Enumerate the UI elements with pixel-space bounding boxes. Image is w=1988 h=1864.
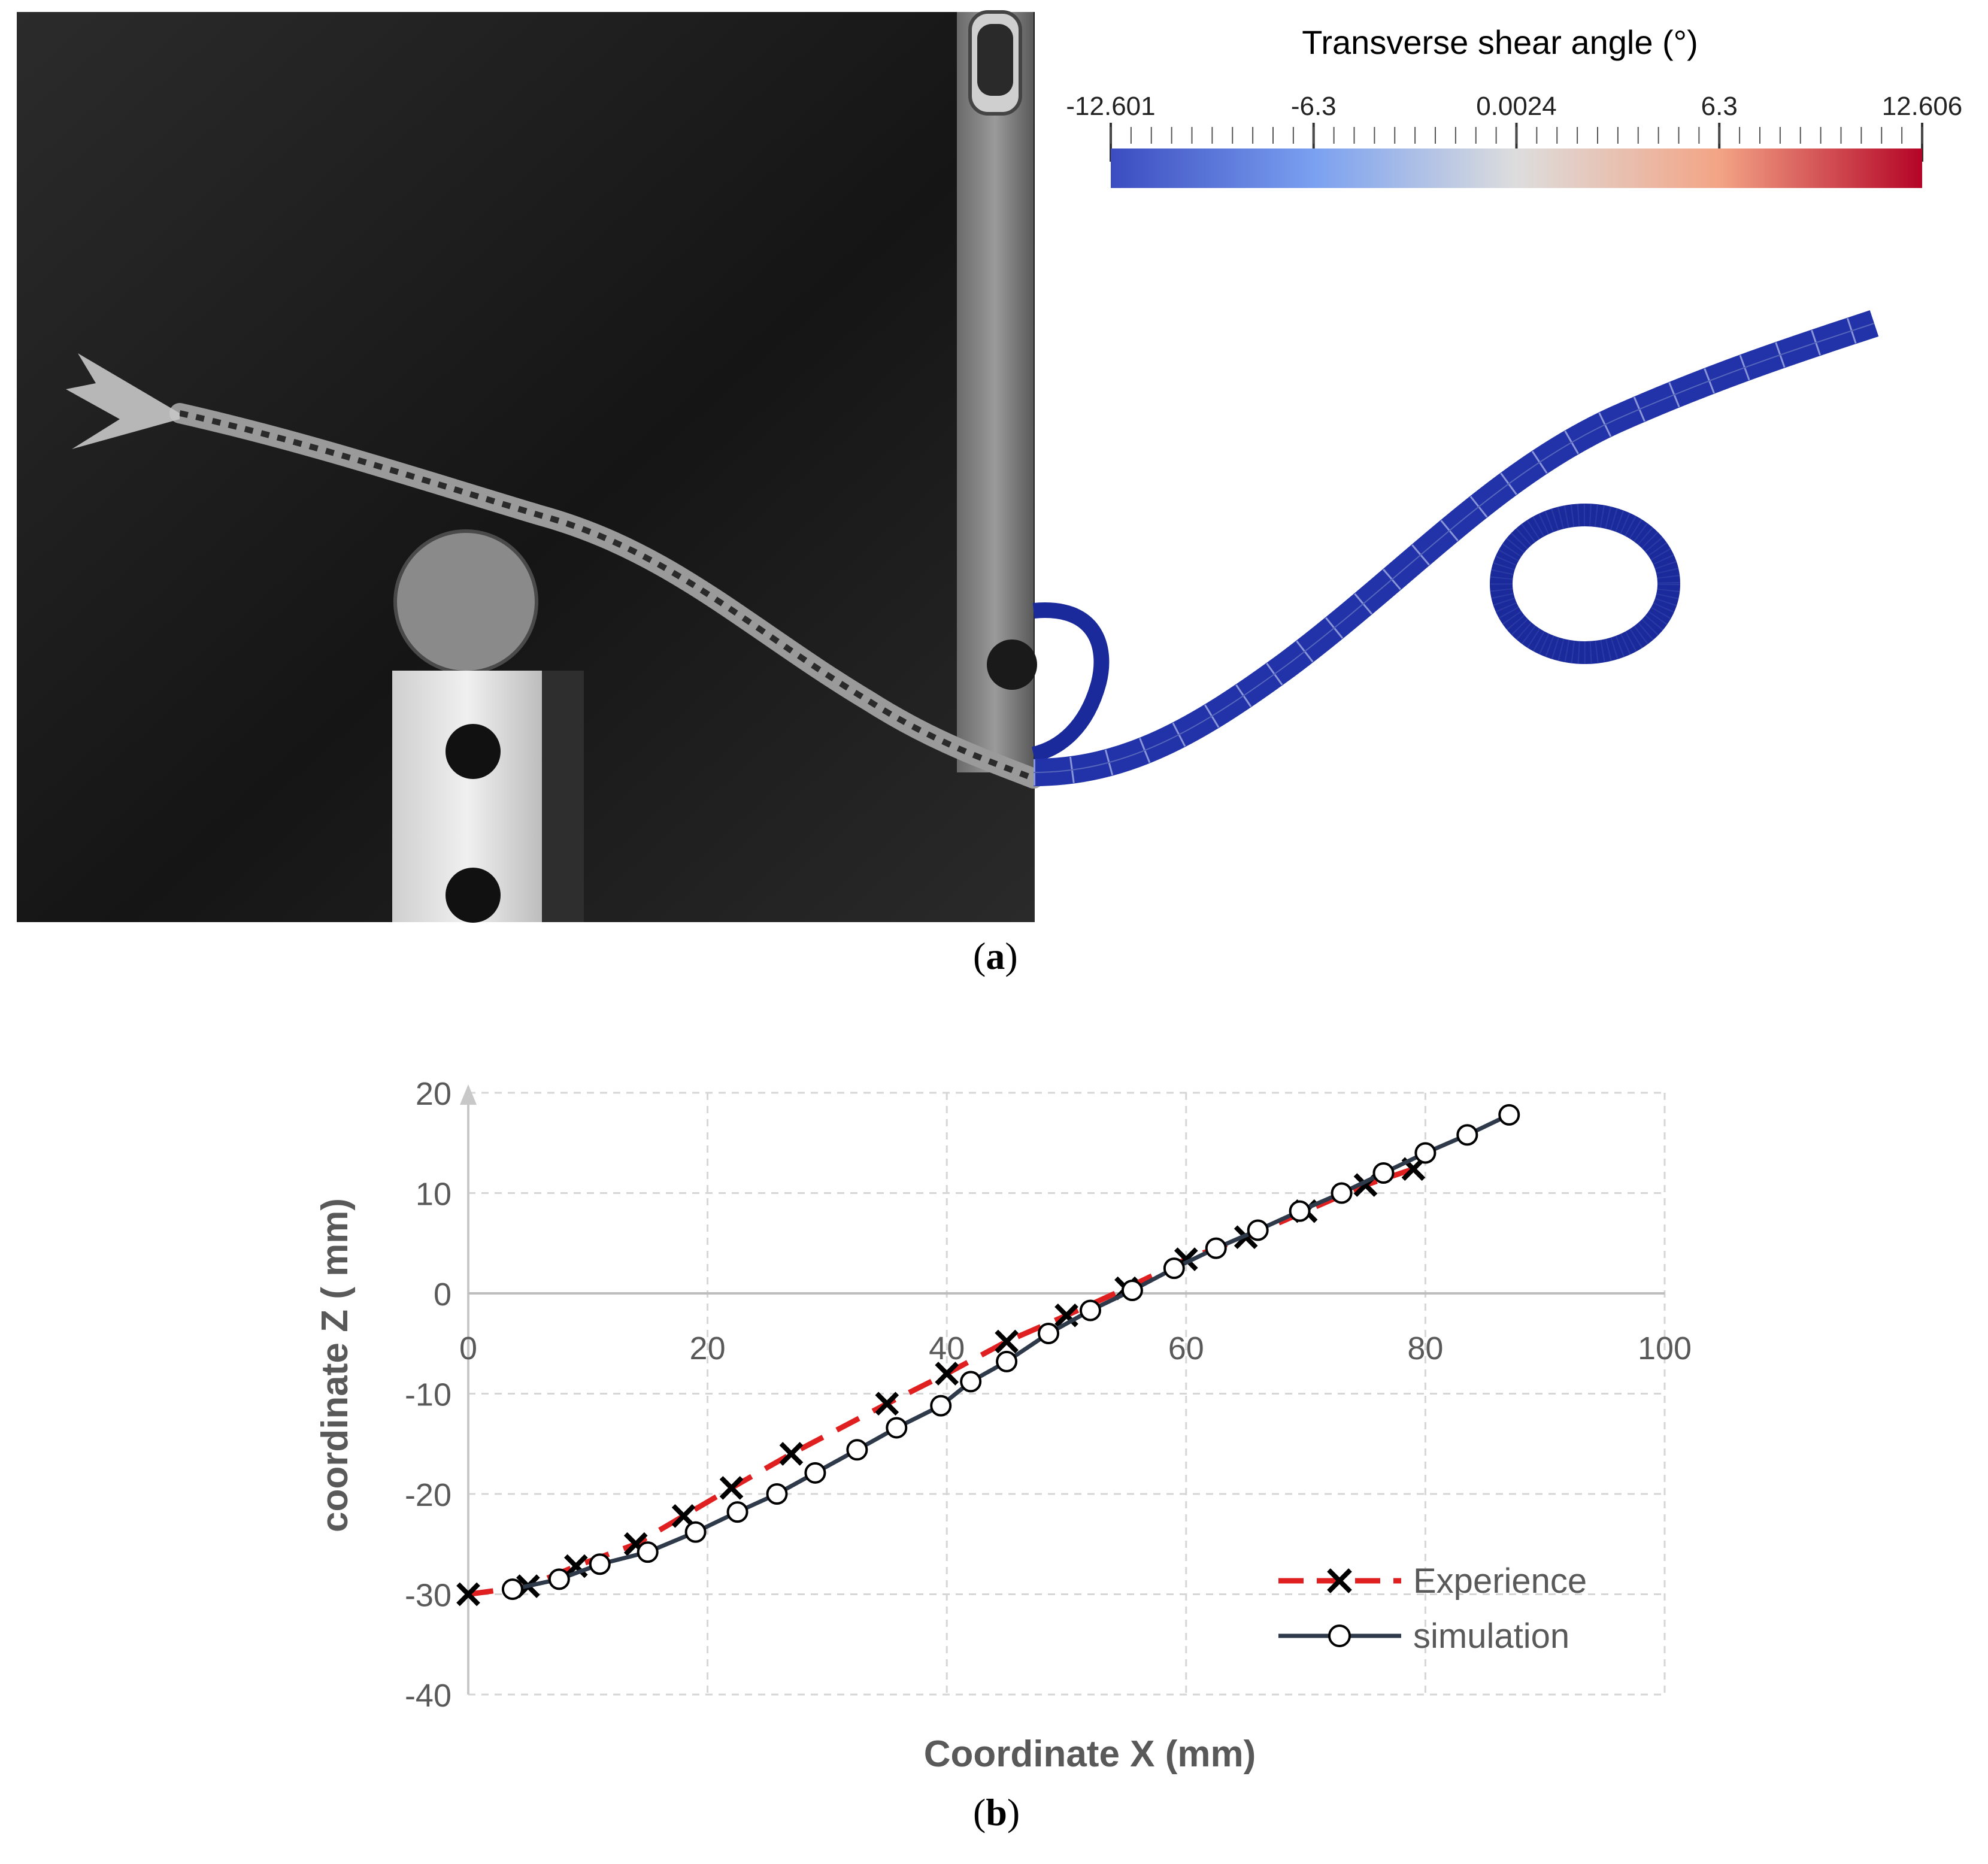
data-point-circle xyxy=(1079,1299,1101,1322)
y-axis-arrow xyxy=(460,1084,477,1105)
y-tick-label: -20 xyxy=(405,1477,451,1513)
legend: Experience simulation xyxy=(1278,1562,1587,1656)
y-tick-label: -40 xyxy=(405,1678,451,1714)
x-tick-label: 40 xyxy=(929,1330,965,1366)
data-point-circle xyxy=(1121,1279,1143,1301)
data-point-circle xyxy=(501,1578,523,1601)
data-point-circle xyxy=(1328,1624,1351,1647)
data-point-circle xyxy=(1331,1182,1353,1204)
series-simulation xyxy=(501,1104,1520,1601)
data-point-x xyxy=(1327,1568,1352,1593)
legend-item: Experience xyxy=(1278,1562,1587,1601)
y-tick-label: 10 xyxy=(416,1177,451,1213)
series xyxy=(456,1104,1520,1607)
data-point-circle xyxy=(1038,1323,1060,1344)
colorbar: Transverse shear angle (°) -12.601 -6.3 0.… xyxy=(1066,23,1962,188)
colorbar-tick-label: 12.606 xyxy=(1882,92,1963,121)
legend-item: simulation xyxy=(1278,1617,1569,1656)
data-point-circle xyxy=(1289,1200,1311,1222)
data-point-circle xyxy=(1205,1237,1227,1259)
panel-a: Transverse shear angle (°) -12.601 -6.3 0.… xyxy=(17,10,1962,977)
x-tick-label: 0 xyxy=(459,1330,477,1366)
data-point-x xyxy=(456,1582,480,1607)
panel-b-caption: (b) xyxy=(973,1791,1020,1833)
mesh-strip xyxy=(1033,310,1879,786)
data-point-circle xyxy=(1247,1219,1269,1241)
y-tick-label: 0 xyxy=(434,1277,451,1313)
x-tick-label: 60 xyxy=(1168,1330,1204,1366)
colorbar-title: Transverse shear angle (°) xyxy=(1302,23,1698,61)
colorbar-tick-label: -6.3 xyxy=(1291,92,1337,121)
y-axis-label: coordinate Z ( mm) xyxy=(314,1198,356,1532)
data-point-x xyxy=(779,1442,804,1466)
data-point-circle xyxy=(1498,1104,1520,1126)
panel-a-caption: (a) xyxy=(973,935,1018,977)
data-point-x xyxy=(563,1554,588,1578)
colorbar-gradient xyxy=(1111,148,1922,188)
x-tick-label: 80 xyxy=(1407,1330,1443,1366)
x-tick-label: 20 xyxy=(690,1330,726,1366)
data-point-circle xyxy=(1456,1124,1478,1146)
data-point-circle xyxy=(1414,1142,1437,1164)
colorbar-tick-label: -12.601 xyxy=(1066,92,1155,121)
data-point-circle xyxy=(930,1395,952,1417)
data-point-circle xyxy=(637,1541,659,1563)
data-point-circle xyxy=(726,1501,748,1523)
data-point-circle xyxy=(766,1483,788,1505)
experiment-photo xyxy=(17,10,1044,923)
data-point-x xyxy=(719,1476,744,1500)
panel-a-canvas: Transverse shear angle (°) -12.601 -6.3 0.… xyxy=(17,10,1962,923)
data-point-circle xyxy=(548,1568,570,1590)
mesh-ring xyxy=(1490,504,1680,664)
colorbar-tick-label: 6.3 xyxy=(1701,92,1738,121)
y-tick-label: -10 xyxy=(405,1377,451,1413)
data-point-x xyxy=(875,1392,899,1416)
roller xyxy=(393,529,538,674)
data-point-circle xyxy=(1163,1257,1185,1280)
x-axis-label: Coordinate X (mm) xyxy=(924,1733,1256,1775)
y-tick-label: 20 xyxy=(416,1076,451,1112)
legend-label: Experience xyxy=(1413,1562,1587,1601)
axes xyxy=(460,1084,1665,1695)
data-point-circle xyxy=(846,1439,868,1461)
y-tick-label: -30 xyxy=(405,1578,451,1614)
data-point-circle xyxy=(804,1462,826,1484)
legend-label: simulation xyxy=(1413,1617,1569,1656)
data-point-circle xyxy=(684,1521,707,1543)
x-tick-label: 100 xyxy=(1638,1330,1692,1366)
data-point-circle xyxy=(960,1371,982,1393)
data-point-circle xyxy=(1372,1162,1395,1184)
data-point-x xyxy=(935,1362,959,1386)
grid xyxy=(467,1092,1666,1696)
data-point-circle xyxy=(886,1417,908,1439)
colorbar-tick-label: 0.0024 xyxy=(1476,92,1557,121)
data-point-x xyxy=(995,1329,1019,1354)
data-point-circle xyxy=(996,1350,1018,1372)
data-point-circle xyxy=(589,1553,611,1575)
simulation-mesh xyxy=(1031,310,1879,786)
series-experience xyxy=(456,1157,1426,1607)
panel-b: 20 10 0 -10 -20 -30 -40 0 20 40 60 80 100 Coordinate… xyxy=(0,1018,1988,1861)
